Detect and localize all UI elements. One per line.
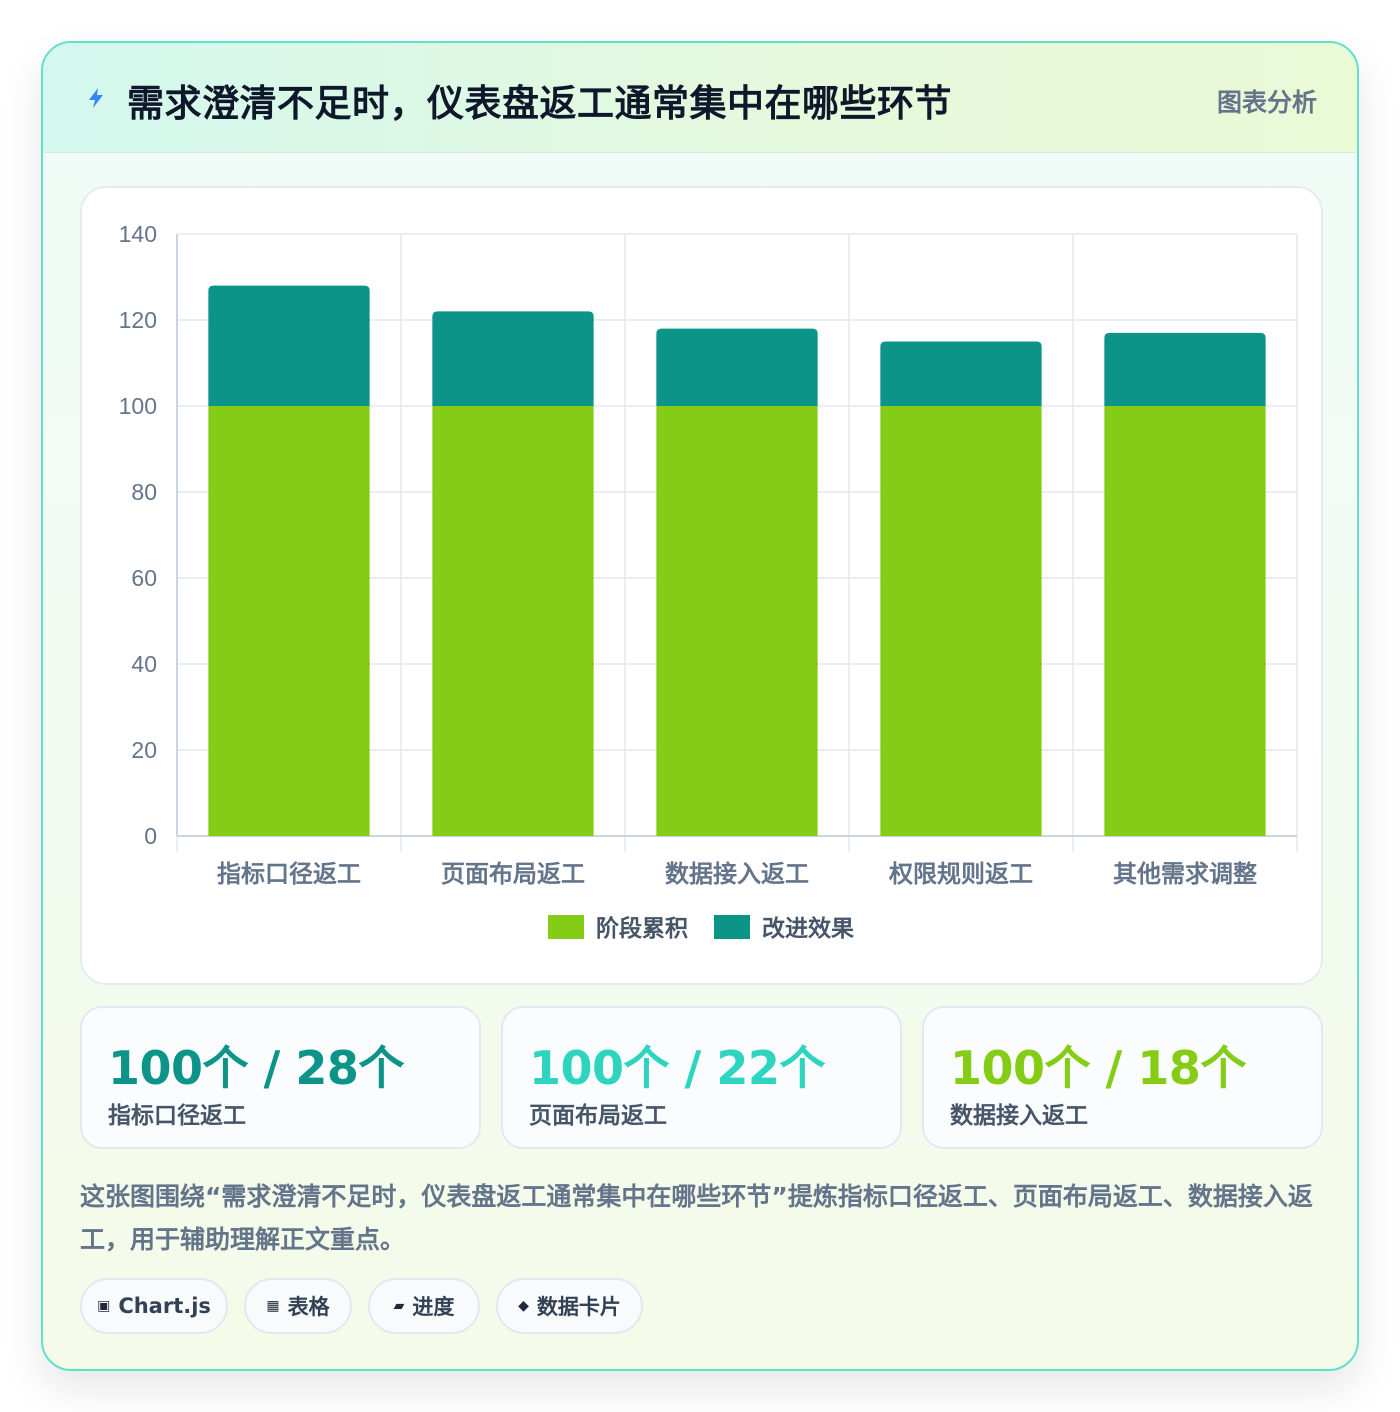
stat-value: 100个 / 18个 <box>950 1041 1246 1095</box>
stat-label: 数据接入返工 <box>950 1103 1088 1129</box>
legend-label: 改进效果 <box>762 915 854 942</box>
bar-stage <box>880 406 1042 836</box>
bar-improvement <box>1104 332 1266 406</box>
bar-stage <box>208 406 370 836</box>
x-tick-label: 其他需求调整 <box>1113 860 1257 888</box>
bar-stage <box>432 406 594 836</box>
bar-stage <box>656 406 818 836</box>
x-tick-label: 指标口径返工 <box>217 860 361 888</box>
y-tick-label: 40 <box>131 651 157 677</box>
progress-bar-icon: ▰ <box>393 1298 405 1314</box>
stat-card-3: 100个 / 18个 数据接入返工 <box>922 1006 1323 1149</box>
chip-progress[interactable]: ▰ 进度 <box>368 1278 480 1334</box>
stat-value: 100个 / 22个 <box>529 1041 825 1095</box>
bar-improvement <box>208 285 370 406</box>
chart-panel: 0 20 40 60 80 100 120 140 指标口径返工 页面布局返工 数据接入返工 权限规则… <box>80 186 1323 985</box>
legend-swatch <box>548 915 584 939</box>
table-grid-icon: ▦ <box>266 1298 280 1314</box>
y-tick-label: 120 <box>119 307 157 333</box>
chip-table[interactable]: ▦ 表格 <box>244 1278 352 1334</box>
stat-card-2: 100个 / 22个 页面布局返工 <box>501 1006 902 1149</box>
x-tick-label: 页面布局返工 <box>441 860 585 888</box>
chip-label: 表格 <box>287 1295 330 1319</box>
chip-label: 数据卡片 <box>536 1295 621 1319</box>
legend-label: 阶段累积 <box>596 915 688 942</box>
y-tick-label: 140 <box>119 221 157 247</box>
chip-chartjs[interactable]: ▣ Chart.js <box>80 1278 228 1334</box>
y-tick-label: 60 <box>131 565 157 591</box>
bar-improvement <box>656 328 818 406</box>
stat-label: 指标口径返工 <box>108 1103 246 1129</box>
chart-square-icon: ▣ <box>97 1298 111 1314</box>
x-tick-label: 权限规则返工 <box>888 860 1033 888</box>
legend-swatch <box>714 915 750 939</box>
y-tick-label: 0 <box>144 823 157 849</box>
stat-card-1: 100个 / 28个 指标口径返工 <box>80 1006 481 1149</box>
diamond-icon: ◆ <box>518 1298 529 1314</box>
card-header: 需求澄清不足时，仪表盘返工通常集中在哪些环节 图表分析 <box>43 43 1357 153</box>
chip-label: Chart.js <box>118 1294 211 1318</box>
stat-label: 页面布局返工 <box>529 1103 667 1129</box>
y-tick-label: 20 <box>131 737 157 763</box>
bar-improvement <box>880 341 1042 406</box>
bar-stage <box>1104 406 1266 836</box>
summary-text: 这张图围绕“需求澄清不足时，仪表盘返工通常集中在哪些环节”提炼指标口径返工、页面… <box>80 1182 1313 1254</box>
x-tick-label: 数据接入返工 <box>665 860 809 888</box>
y-tick-label: 100 <box>119 393 157 419</box>
chip-data-card[interactable]: ◆ 数据卡片 <box>496 1278 643 1334</box>
y-tick-label: 80 <box>131 479 157 505</box>
bar-improvement <box>432 311 594 406</box>
stat-value: 100个 / 28个 <box>108 1041 404 1095</box>
header-tag: 图表分析 <box>1216 88 1317 117</box>
chart-card: 需求澄清不足时，仪表盘返工通常集中在哪些环节 图表分析 0 20 40 60 80 100… <box>41 41 1359 1371</box>
chart-title: 需求澄清不足时，仪表盘返工通常集中在哪些环节 <box>127 82 952 125</box>
lightning-bolt-icon <box>89 88 103 108</box>
chip-label: 进度 <box>412 1295 455 1319</box>
stacked-bar-chart: 0 20 40 60 80 100 120 140 指标口径返工 页面布局返工 数据接入返工 权限规则… <box>119 221 1298 942</box>
